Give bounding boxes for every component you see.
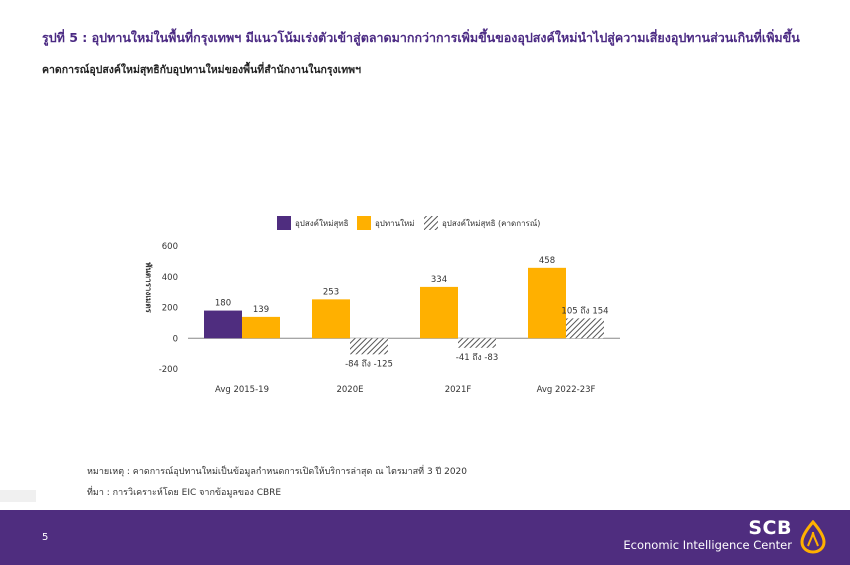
brand-block: SCB Economic Intelligence Center [623, 518, 792, 552]
chart-legend: อุปสงค์ใหม่สุทธิ อุปทานใหม่ อุปสงค์ใหม่สุท… [277, 216, 540, 230]
y-tick-label: 400 [162, 273, 178, 283]
legend-swatch [357, 216, 371, 230]
legend-label: อุปสงค์ใหม่สุทธิ [295, 218, 349, 228]
data-label: 334 [431, 275, 447, 285]
data-label: 253 [323, 287, 339, 297]
y-tick-label: 600 [162, 242, 178, 252]
bar [458, 338, 496, 348]
legend-label: อุปสงค์ใหม่สุทธิ (คาดการณ์) [442, 218, 540, 228]
legend-label: อุปทานใหม่ [375, 219, 415, 228]
page-edge-marker [0, 490, 36, 502]
page-number: 5 [42, 532, 49, 543]
brand-name: SCB [748, 517, 792, 539]
brand-center-name: Economic Intelligence Center [623, 538, 792, 552]
data-label: -84 ถึง -125 [345, 359, 393, 369]
data-labels: 180 139 253 -84 ถึง -125 334 -41 ถึง -83 458 10… [215, 256, 609, 369]
bar [566, 318, 604, 339]
y-tick-label: 0 [173, 334, 178, 344]
chart-remark: หมายเหตุ : คาดการณ์อุปทานใหม่เป็นข้อมูลก… [87, 467, 468, 477]
x-tick-label: 2020E [336, 385, 363, 395]
data-label: 458 [539, 256, 555, 266]
bar [420, 286, 458, 339]
y-tick-label: 200 [162, 304, 178, 314]
y-tick-label: -200 [159, 365, 178, 375]
legend-swatch [277, 216, 291, 230]
bar [528, 267, 566, 339]
data-label: 105 ถึง 154 [561, 306, 608, 316]
x-tick-label: 2021F [445, 385, 472, 395]
footer-bar: 5 SCB Economic Intelligence Center [0, 510, 850, 565]
x-tick-label: Avg 2015-19 [215, 385, 269, 395]
bar [312, 299, 350, 339]
chart-source: ที่มา : การวิเคราะห์โดย EIC จากข้อมูลของ… [87, 488, 282, 498]
y-axis-title: พันตารางเมตร [144, 262, 153, 313]
figure-title: รูปที่ 5 : อุปทานใหม่ในพื้นที่กรุงเทพฯ ม… [42, 30, 800, 45]
x-tick-label: Avg 2022-23F [537, 385, 596, 395]
data-label: 139 [253, 305, 269, 315]
figure-subtitle: คาดการณ์อุปสงค์ใหม่สุทธิกับอุปทานใหม่ของ… [42, 64, 361, 76]
bars [204, 267, 604, 355]
data-label: -41 ถึง -83 [456, 353, 498, 363]
bar [350, 338, 388, 355]
bar [204, 310, 242, 339]
bar-chart: อุปสงค์ใหม่สุทธิ อุปทานใหม่ อุปสงค์ใหม่สุท… [144, 216, 620, 395]
legend-swatch [424, 216, 438, 230]
scb-logo-icon [800, 520, 826, 554]
bar [242, 316, 280, 339]
data-label: 180 [215, 299, 231, 309]
